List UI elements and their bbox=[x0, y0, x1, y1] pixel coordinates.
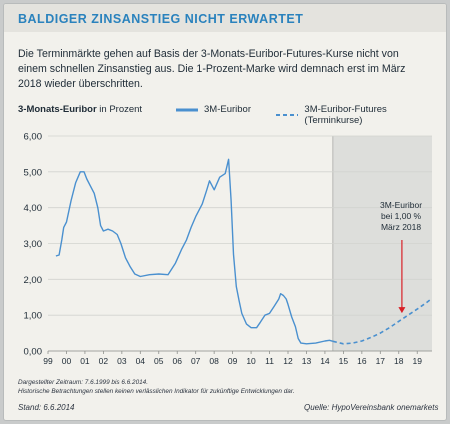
intro-line-3: 2018 wieder überschritten. bbox=[18, 78, 143, 90]
page-title: BALDIGER ZINSANSTIEG NICHT ERWARTET bbox=[18, 12, 304, 26]
source-note: Quelle: HypoVereinsbank onemarkets bbox=[304, 403, 439, 412]
x-tick-label: 00 bbox=[62, 356, 72, 366]
x-axis-ticks: 99 00 01 02 03 04 05 06 07 08 09 10 11 12 13 14 15 16 17 18… bbox=[43, 350, 432, 366]
y-axis-series-label: 3-Monats-Euribor bbox=[18, 104, 97, 115]
legend-item-euribor: 3M-Euribor bbox=[176, 104, 251, 115]
x-tick-label: 14 bbox=[320, 356, 330, 366]
x-tick-label: 12 bbox=[283, 356, 293, 366]
y-tick-label: 5,00 bbox=[24, 167, 43, 178]
chart-card: BALDIGER ZINSANSTIEG NICHT ERWARTET Die … bbox=[3, 3, 447, 421]
chart-legend: 3-Monats-Euribor in Prozent 3M-Euribor 3… bbox=[18, 104, 438, 126]
x-tick-label: 15 bbox=[339, 356, 349, 366]
footnote-period: Dargestellter Zeitraum: 7.6.1999 bis 6.6… bbox=[18, 379, 149, 386]
x-tick-label: 13 bbox=[302, 356, 312, 366]
intro-line-2: einem schnellen Zinsanstieg aus. Die 1-P… bbox=[18, 63, 406, 75]
annotation-line-3: März 2018 bbox=[380, 222, 422, 232]
x-tick-label: 09 bbox=[228, 356, 238, 366]
x-tick-label: 07 bbox=[191, 356, 201, 366]
legend-label-euribor: 3M-Euribor bbox=[204, 104, 251, 115]
y-axis-ticks: 0,00 1,00 2,00 3,00 4,00 5,00 6,00 bbox=[24, 132, 43, 358]
annotation-line-1: 3M-Euribor bbox=[380, 200, 423, 210]
y-tick-label: 6,00 bbox=[24, 132, 43, 143]
annotation-line-2: bei 1,00 % bbox=[380, 211, 422, 221]
series-line-euribor bbox=[55, 158, 334, 345]
stand-date: Stand: 6.6.2014 bbox=[18, 403, 75, 412]
y-tick-label: 0,00 bbox=[24, 347, 43, 358]
x-tick-label: 08 bbox=[209, 356, 219, 366]
y-tick-label: 1,00 bbox=[24, 311, 43, 322]
x-tick-label: 03 bbox=[117, 356, 127, 366]
dashed-line-swatch-icon bbox=[276, 114, 299, 116]
x-tick-label: 04 bbox=[136, 356, 146, 366]
arrow-head-icon bbox=[398, 307, 406, 314]
footnote-disclaimer: Historische Betrachtungen stellen keinen… bbox=[18, 388, 295, 395]
legend-label-futures: 3M-Euribor-Futures (Terminkurse) bbox=[304, 104, 387, 126]
x-tick-label: 18 bbox=[394, 356, 404, 366]
intro-text: Die Terminmärkte gehen auf Basis der 3-M… bbox=[18, 47, 438, 92]
series-lines bbox=[55, 158, 433, 345]
x-tick-label: 02 bbox=[99, 356, 109, 366]
solid-line-swatch-icon bbox=[176, 108, 198, 111]
x-tick-label: 11 bbox=[265, 356, 274, 366]
y-axis-title: 3-Monats-Euribor in Prozent bbox=[18, 104, 142, 115]
x-tick-label: 99 bbox=[43, 356, 53, 366]
x-tick-label: 19 bbox=[412, 356, 422, 366]
x-tick-label: 17 bbox=[376, 356, 386, 366]
x-tick-label: 06 bbox=[172, 356, 182, 366]
x-tick-label: 10 bbox=[246, 356, 256, 366]
annotation-arrow bbox=[398, 240, 406, 314]
y-tick-label: 2,00 bbox=[24, 275, 43, 286]
line-chart: 0,00 1,00 2,00 3,00 4,00 5,00 6,00 99 00 01 02 03 0… bbox=[24, 132, 433, 366]
intro-line-1: Die Terminmärkte gehen auf Basis der 3-M… bbox=[18, 48, 399, 60]
x-tick-label: 01 bbox=[80, 356, 90, 366]
x-tick-label: 16 bbox=[357, 356, 367, 366]
annotation-label: 3M-Euribor bei 1,00 % März 2018 bbox=[380, 200, 422, 233]
legend-item-futures: 3M-Euribor-Futures (Terminkurse) bbox=[276, 104, 438, 126]
y-tick-label: 4,00 bbox=[24, 203, 43, 214]
y-tick-label: 3,00 bbox=[24, 239, 43, 250]
y-axis-unit: in Prozent bbox=[99, 104, 143, 115]
title-bar: BALDIGER ZINSANSTIEG NICHT ERWARTET bbox=[4, 4, 446, 32]
x-tick-label: 05 bbox=[154, 356, 164, 366]
